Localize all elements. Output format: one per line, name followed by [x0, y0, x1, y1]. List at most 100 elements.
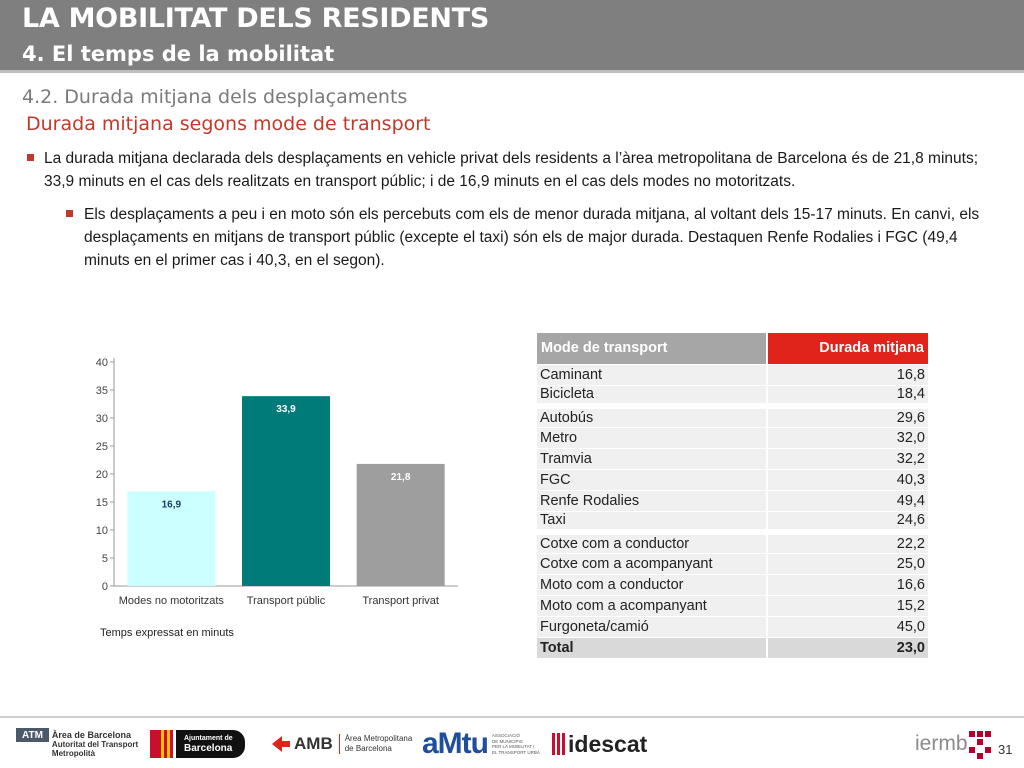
y-tick-label: 10	[96, 525, 108, 537]
table-cell-mode: Moto com a acompanyant	[537, 594, 767, 616]
duration-table: Mode de transport Durada mitjana Caminan…	[537, 333, 928, 658]
table-cell-duration: 32,0	[766, 426, 928, 448]
table-cell-duration: 23,0	[766, 636, 928, 658]
bar-value-label: 16,9	[162, 499, 182, 510]
table-cell-duration: 15,2	[766, 594, 928, 616]
bar-chart: 0 5 10 15 20 25 30 35 40 16,9 Modes no motoritzats…	[80, 345, 460, 625]
header-band: LA MOBILITAT DELS RESIDENTS 4. El temps …	[0, 0, 1024, 70]
amtu-line-3: PER LA MOBILITAT I	[492, 744, 535, 749]
x-category-label: Modes no motoritzats	[119, 595, 225, 607]
table-cell-duration: 16,6	[766, 573, 928, 595]
page-subtitle: 4. El temps de la mobilitat	[22, 42, 335, 66]
iermb-squares-icon	[968, 731, 991, 759]
atm-logo: ATM Àrea de Barcelona Autoritat del Tran…	[16, 726, 138, 762]
table-row: Cotxe com a acompanyant 25,0	[537, 552, 928, 574]
idescat-bars-icon	[552, 733, 565, 755]
amtu-line-1: ASSOCIACIÓ	[492, 733, 521, 738]
atm-line-2: Autoritat del Transport	[51, 739, 139, 749]
iermb-logo: iermb	[915, 726, 995, 762]
ajuntament-logo: Ajuntament de Barcelona	[148, 726, 245, 762]
y-tick-label: 0	[102, 581, 108, 593]
bar-value-label: 21,8	[391, 472, 411, 483]
y-tick-label: 40	[96, 357, 108, 369]
amb-line-1: Àrea Metropolitana	[344, 734, 413, 743]
amtu-line-4: EL TRANSPORT URBÀ	[492, 749, 540, 755]
table-row: Caminant 16,8	[537, 363, 928, 385]
page-number: 31	[998, 742, 1013, 757]
table-cell-duration: 49,4	[766, 489, 928, 511]
table-cell-duration: 32,2	[766, 447, 928, 469]
atm-badge: ATM	[16, 728, 49, 742]
bar	[242, 396, 330, 586]
table-row: Taxi 24,6	[537, 510, 928, 532]
table-cell-duration: 24,6	[766, 510, 928, 532]
table-cell-duration: 40,3	[766, 468, 928, 490]
amtu-name: aMtu	[422, 727, 489, 760]
table-cell-mode: Metro	[537, 426, 767, 448]
table-cell-mode: Moto com a conductor	[537, 573, 767, 595]
table-cell-mode: FGC	[537, 468, 767, 490]
table-header-mode: Mode de transport	[537, 333, 768, 364]
ajuntament-line-1: Ajuntament de	[184, 735, 233, 742]
amb-logo: AMB Àrea Metropolitana de Barcelona	[272, 726, 412, 762]
table-row: Cotxe com a conductor 22,2	[537, 529, 928, 553]
table-cell-mode: Furgoneta/camió	[537, 615, 767, 637]
page-title: LA MOBILITAT DELS RESIDENTS	[22, 3, 489, 34]
x-category-label: Transport privat	[362, 595, 439, 607]
table-cell-mode: Renfe Rodalies	[537, 489, 767, 511]
idescat-name: idescat	[568, 730, 648, 757]
section-title: 4.2. Durada mitjana dels desplaçaments	[22, 86, 408, 108]
amb-line-2: de Barcelona	[344, 744, 392, 753]
table-row: Moto com a acompanyant 15,2	[537, 594, 928, 616]
bar-chart-svg: 0 5 10 15 20 25 30 35 40 16,9 Modes no motoritzats…	[96, 357, 458, 607]
y-tick-label: 30	[96, 413, 108, 425]
table-cell-mode: Cotxe com a acompanyant	[537, 552, 767, 574]
table-row: Tramvia 32,2	[537, 447, 928, 469]
bullet-text-1: La durada mitjana declarada dels desplaç…	[44, 150, 978, 190]
x-category-label: Transport públic	[247, 595, 326, 607]
table-row: Furgoneta/camió 45,0	[537, 615, 928, 637]
table-cell-mode: Tramvia	[537, 447, 767, 469]
bullet-text-2: Els desplaçaments a peu i en moto són el…	[84, 206, 980, 269]
table-row: Metro 32,0	[537, 426, 928, 448]
idescat-logo: idescat	[552, 726, 647, 762]
chart-note: Temps expressat en minuts	[100, 627, 234, 639]
y-tick-label: 5	[102, 553, 108, 565]
atm-line-1: Àrea de Barcelona	[51, 729, 131, 740]
header-divider	[0, 70, 1024, 73]
y-tick-label: 15	[96, 497, 108, 509]
bullet-square-icon	[27, 154, 34, 161]
iermb-name: iermb	[915, 732, 968, 755]
table-cell-duration: 22,2	[766, 529, 928, 553]
table-cell-duration: 29,6	[766, 403, 928, 427]
table-row: Autobús 29,6	[537, 403, 928, 427]
table-total-row: Total 23,0	[537, 636, 928, 658]
amtu-line-2: DE MUNICIPIS	[492, 738, 523, 744]
table-cell-duration: 45,0	[766, 615, 928, 637]
table-header-duration: Durada mitjana	[767, 333, 928, 364]
barcelona-shield-icon	[150, 730, 173, 758]
table-row: FGC 40,3	[537, 468, 928, 490]
table-cell-mode: Autobús	[537, 403, 767, 427]
table-cell-duration: 18,4	[766, 384, 928, 406]
table-cell-duration: 25,0	[766, 552, 928, 574]
bar	[127, 491, 216, 586]
table-cell-mode: Total	[537, 636, 767, 658]
bullet-paragraph-1: La durada mitjana declarada dels desplaç…	[27, 147, 994, 193]
bullet-square-icon	[66, 210, 73, 217]
y-tick-label: 25	[96, 441, 108, 453]
amtu-logo: aMtu ASSOCIACIÓ DE MUNICIPIS PER LA MOBI…	[422, 726, 540, 762]
section-subtitle: Durada mitjana segons mode de transport	[26, 113, 431, 135]
table-header-row: Mode de transport Durada mitjana	[537, 333, 928, 364]
table-body: Caminant 16,8 Bicicleta 18,4 Autobús 29,6 Metr…	[537, 363, 928, 658]
ajuntament-line-2: Barcelona	[184, 743, 233, 754]
table-cell-mode: Cotxe com a conductor	[537, 529, 767, 553]
table-row: Renfe Rodalies 49,4	[537, 489, 928, 511]
table-cell-duration: 16,8	[766, 363, 928, 385]
footer-divider	[0, 716, 1024, 718]
table-cell-mode: Caminant	[537, 363, 767, 385]
atm-line-3: Metropolità	[51, 748, 96, 758]
table-cell-mode: Bicicleta	[537, 384, 767, 406]
amb-arrow-icon	[272, 736, 290, 752]
y-tick-label: 20	[96, 469, 108, 481]
